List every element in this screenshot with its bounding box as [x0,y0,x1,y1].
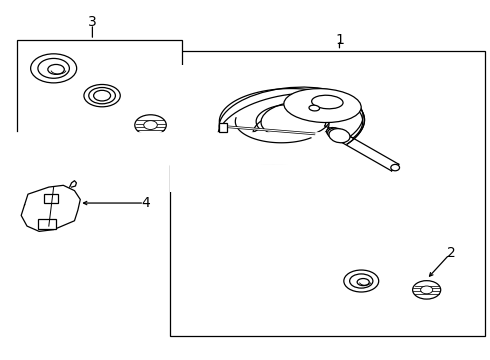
Ellipse shape [413,281,441,299]
Text: 4: 4 [141,196,150,210]
Bar [170,65,412,192]
Ellipse shape [357,279,369,285]
Text: 3: 3 [88,15,97,29]
Ellipse shape [261,102,331,138]
Ellipse shape [135,115,166,135]
Polygon shape [218,93,365,164]
Polygon shape [21,185,80,231]
Bar [38,219,56,229]
Ellipse shape [328,128,344,139]
Text: 1: 1 [335,33,344,47]
Bar [220,123,227,132]
Ellipse shape [391,165,399,171]
Ellipse shape [48,64,64,75]
Ellipse shape [326,127,340,137]
Ellipse shape [312,95,343,109]
Ellipse shape [31,54,76,83]
Ellipse shape [144,121,157,130]
Ellipse shape [94,90,111,101]
Ellipse shape [84,85,120,107]
Ellipse shape [219,87,363,156]
Ellipse shape [344,270,379,292]
Ellipse shape [284,89,361,122]
Ellipse shape [420,286,433,294]
Ellipse shape [309,105,319,111]
Ellipse shape [350,274,373,288]
Ellipse shape [329,129,350,143]
Bar [17,40,182,157]
Bar [170,51,485,336]
Text: 2: 2 [446,246,455,260]
Ellipse shape [38,58,70,78]
Ellipse shape [89,87,116,104]
Bar [44,194,58,203]
